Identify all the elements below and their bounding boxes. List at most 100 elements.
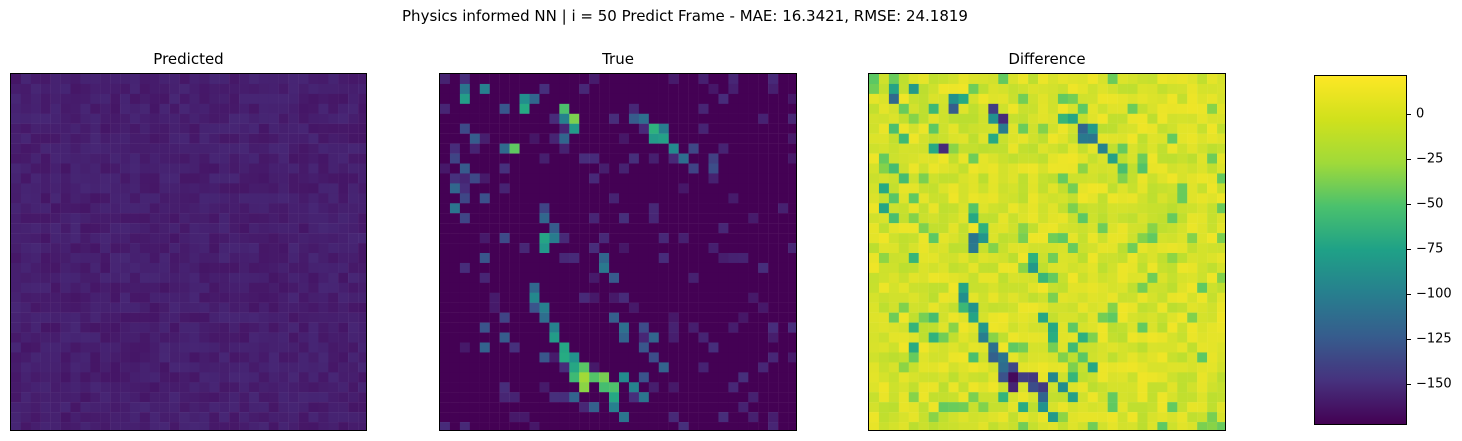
heatmap-cell: [708, 153, 719, 164]
heatmap-cell: [149, 282, 160, 293]
heatmap-cell: [1197, 392, 1208, 403]
heatmap-cell: [609, 243, 620, 254]
heatmap-cell: [1137, 103, 1148, 114]
heatmap-cell: [658, 233, 669, 244]
heatmap-cell: [698, 262, 709, 274]
heatmap-cell: [348, 272, 359, 284]
heatmap-cell: [11, 123, 22, 134]
heatmap-cell: [698, 412, 709, 423]
heatmap-cell: [988, 412, 999, 423]
heatmap-cell: [449, 223, 461, 234]
heatmap-cell: [1217, 352, 1225, 363]
heatmap-cell: [100, 133, 111, 144]
heatmap-cell: [1147, 282, 1158, 293]
heatmap-cell: [898, 392, 909, 403]
heatmap-cell: [918, 292, 929, 303]
heatmap-cell: [768, 302, 779, 313]
heatmap-cell: [80, 143, 91, 154]
heatmap-cell: [509, 143, 520, 154]
heatmap-cell: [1127, 262, 1138, 274]
heatmap-cell: [90, 272, 101, 284]
heatmap-cell: [888, 253, 900, 264]
heatmap-cell: [229, 322, 240, 333]
heatmap-cell: [1177, 213, 1188, 224]
heatmap-cell: [599, 74, 610, 85]
heatmap-cell: [489, 203, 500, 214]
heatmap-cell: [298, 123, 309, 134]
heatmap-cell: [758, 143, 769, 154]
heatmap-cell: [298, 193, 309, 204]
heatmap-cell: [499, 203, 510, 214]
heatmap-cell: [678, 342, 689, 353]
heatmap-cell: [169, 253, 180, 264]
heatmap-cell: [298, 282, 309, 293]
heatmap-cell: [559, 213, 570, 224]
heatmap-cell: [1077, 292, 1088, 303]
heatmap-cell: [948, 203, 959, 214]
heatmap-cell: [219, 74, 230, 85]
heatmap-cell: [139, 382, 151, 393]
heatmap-cell: [668, 253, 679, 264]
heatmap-cell: [998, 173, 1009, 184]
heatmap-cell: [268, 83, 279, 95]
heatmap-cell: [1038, 93, 1049, 105]
heatmap-cell: [509, 243, 520, 254]
heatmap-cell: [728, 292, 739, 303]
heatmap-cell: [169, 193, 180, 204]
heatmap-cell: [80, 163, 91, 174]
heatmap-cell: [718, 93, 729, 105]
heatmap-cell: [628, 362, 640, 373]
heatmap-cell: [948, 113, 959, 124]
heatmap-cell: [1018, 322, 1029, 333]
heatmap-cell: [30, 74, 41, 85]
heatmap-cell: [11, 402, 22, 413]
heatmap-cell: [338, 213, 349, 224]
heatmap-cell: [748, 83, 759, 95]
heatmap-cell: [778, 173, 789, 184]
heatmap-cell: [308, 74, 319, 85]
heatmap-cell: [1028, 93, 1039, 105]
heatmap-cell: [169, 332, 180, 343]
heatmap-cell: [110, 412, 121, 423]
heatmap-cell: [209, 183, 220, 194]
heatmap-cell: [179, 253, 190, 264]
heatmap-cell: [569, 412, 580, 423]
heatmap-cell: [1167, 382, 1178, 393]
heatmap-cell: [1157, 103, 1168, 114]
heatmap-cell: [708, 402, 719, 413]
heatmap-cell: [469, 302, 480, 313]
heatmap-cell: [878, 123, 890, 134]
heatmap-cell: [888, 322, 900, 333]
heatmap-cell: [1137, 402, 1148, 413]
heatmap-cell: [748, 223, 759, 234]
heatmap-cell: [1217, 262, 1225, 274]
heatmap-cell: [268, 123, 279, 134]
heatmap-cell: [199, 342, 210, 353]
heatmap-cell: [569, 183, 580, 194]
heatmap-cell: [1187, 103, 1198, 114]
heatmap-cell: [278, 74, 289, 85]
heatmap-cell: [20, 422, 32, 430]
heatmap-cell: [768, 133, 779, 144]
heatmap-cell: [1187, 243, 1198, 254]
heatmap-cell: [529, 362, 540, 373]
heatmap-cell: [539, 253, 550, 264]
heatmap-cell: [589, 103, 600, 114]
heatmap-cell: [728, 282, 739, 293]
heatmap-cell: [778, 422, 789, 430]
heatmap-cell: [1207, 402, 1218, 413]
colorbar-tick: [1406, 383, 1411, 385]
heatmap-cell: [908, 253, 919, 264]
heatmap-cell: [219, 123, 230, 134]
heatmap-cell: [978, 312, 989, 323]
heatmap-cell: [1157, 382, 1168, 393]
heatmap-cell: [728, 422, 739, 430]
heatmap-cell: [998, 412, 1009, 423]
heatmap-cell: [1167, 123, 1178, 134]
heatmap-cell: [258, 282, 270, 293]
heatmap-cell: [1038, 203, 1049, 214]
heatmap-cell: [440, 173, 451, 184]
heatmap-cell: [718, 342, 729, 353]
heatmap-cell: [1048, 143, 1059, 154]
heatmap-cell: [888, 262, 900, 274]
